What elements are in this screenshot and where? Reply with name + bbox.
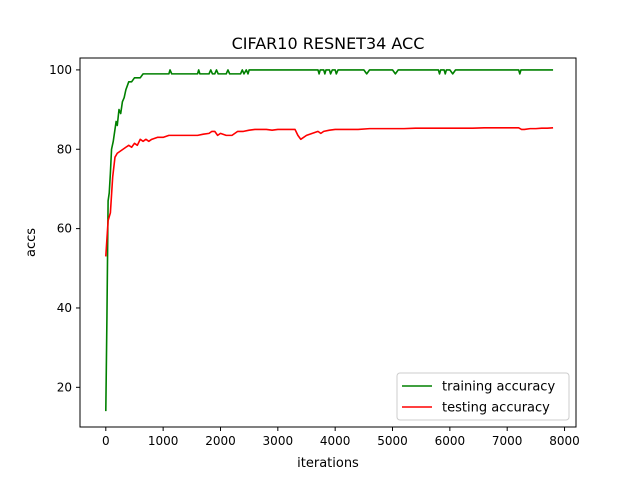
legend-box: [396, 372, 570, 421]
x-tick-label: 0: [102, 434, 110, 448]
y-tick-label: 80: [57, 142, 72, 156]
y-tick-label: 60: [57, 222, 72, 236]
legend: training accuracy testing accuracy: [396, 372, 570, 421]
y-axis-label: accs: [24, 228, 39, 257]
plot-area: [79, 57, 577, 428]
x-axis-label: iterations: [297, 456, 359, 471]
x-tick-label: 4000: [320, 434, 351, 448]
y-tick-label: 40: [57, 301, 72, 315]
x-tick-label: 8000: [549, 434, 580, 448]
series-line-testing-accuracy: [105, 127, 554, 257]
y-tick-label: 100: [49, 63, 72, 77]
x-tick-label: 1000: [148, 434, 179, 448]
legend-label: testing accuracy: [442, 401, 550, 416]
legend-label: training accuracy: [442, 380, 555, 395]
x-tick-label: 7000: [492, 434, 523, 448]
y-tick-label: 20: [57, 380, 72, 394]
x-tick-label: 6000: [435, 434, 466, 448]
series-layer: [105, 69, 554, 412]
axes-frame: [79, 57, 577, 428]
x-tick-label: 3000: [263, 434, 294, 448]
x-tick-label: 5000: [377, 434, 408, 448]
x-axis-ticks: 0 1000 2000 3000 4000 5000 6000 7000 8000: [102, 427, 580, 448]
series-line-training-accuracy: [105, 69, 554, 412]
chart-title: CIFAR10 RESNET34 ACC: [232, 34, 425, 53]
x-tick-label: 2000: [205, 434, 236, 448]
y-axis-ticks: 20 40 60 80 100: [49, 63, 80, 394]
